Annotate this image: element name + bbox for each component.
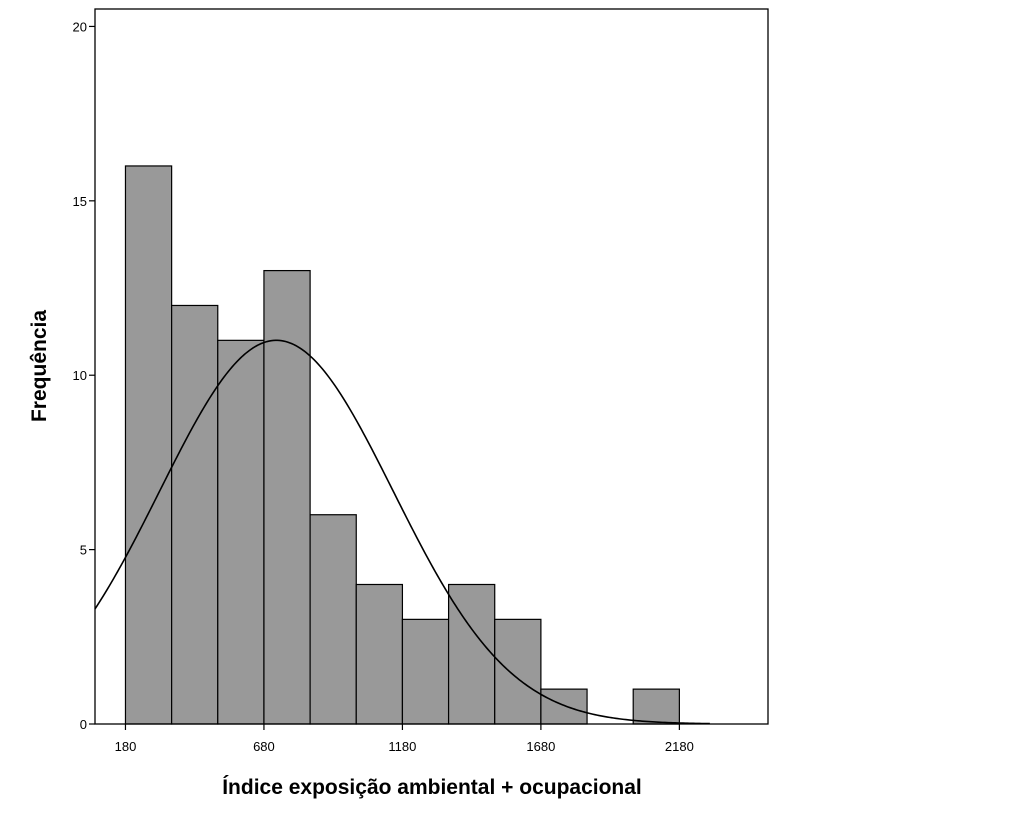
x-axis: 180 680 1180 1680 2180: [115, 724, 694, 754]
histogram-bar: [401, 618, 450, 725]
y-tick-label: 0: [80, 717, 87, 732]
histogram-bar: [494, 618, 542, 725]
x-tick-label: 180: [115, 739, 137, 754]
histogram-bars: [124, 165, 680, 725]
y-axis: 0 5 10 15 20: [73, 19, 95, 732]
x-axis-title: Índice exposição ambiental + ocupacional: [222, 776, 642, 799]
histogram-bar: [632, 688, 680, 725]
x-tick-label: 1680: [526, 739, 555, 754]
y-tick-label: 20: [73, 19, 87, 34]
histogram-bar: [124, 165, 173, 725]
histogram-bar: [355, 583, 404, 725]
histogram-bar: [263, 269, 311, 725]
x-tick-label: 1180: [388, 739, 416, 754]
plot-frame: [94, 8, 769, 725]
y-axis-title: Frequência: [28, 310, 51, 422]
x-tick-label: 680: [253, 739, 275, 754]
y-tick-label: 5: [80, 543, 87, 558]
x-tick-label: 2180: [665, 739, 694, 754]
histogram-bar: [217, 339, 265, 725]
normal-curve: [94, 339, 710, 725]
histogram-bar: [171, 304, 219, 725]
histogram-bar: [540, 688, 588, 725]
histogram-bar: [309, 514, 357, 725]
y-tick-label: 15: [73, 194, 87, 209]
y-tick-label: 10: [73, 368, 87, 383]
